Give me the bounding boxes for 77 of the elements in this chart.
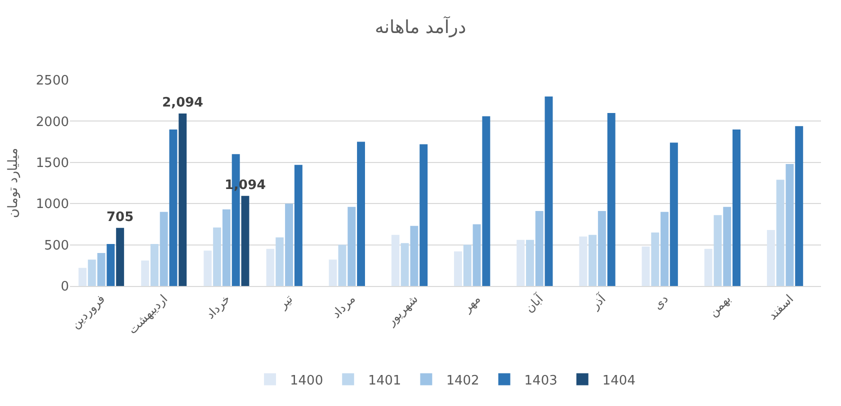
bar [391,234,400,286]
y-tick-label: 1500 [36,156,69,171]
bar [204,250,212,286]
bar [106,244,115,286]
bar [795,126,804,286]
bar [78,268,87,286]
bar [88,260,96,286]
bar [241,196,250,286]
bar [472,224,481,286]
x-tick-label: فروردین [68,292,108,332]
bar [786,164,794,286]
bar [285,204,294,286]
bar [454,251,462,286]
bar [266,248,274,286]
bar [588,234,597,286]
legend-label: 1403 [524,373,558,388]
data-label: 2,094 [162,95,204,110]
bar [526,240,534,286]
legend-label: 1404 [602,373,636,388]
bar [714,215,722,286]
bar [776,180,784,286]
bar [607,112,616,286]
bar [222,209,230,286]
bar [660,212,669,286]
x-tick-label: بهمن [706,292,734,320]
bar [213,228,222,286]
y-tick-label: 2000 [36,114,69,130]
bar [651,232,660,286]
bar [410,226,418,286]
bar [535,211,544,286]
x-tick-label: مهر [459,292,484,316]
x-tick-label: دی [650,292,671,312]
bar [732,129,740,286]
x-tick-label: آذر [586,290,609,313]
bar [516,240,525,286]
bar [723,206,732,286]
bar [544,96,553,286]
y-tick-label: 2500 [36,74,69,89]
data-label: 705 [106,210,134,225]
x-tick-label: اردیبهشت [125,292,170,337]
bar [463,244,472,286]
x-tick-label: خرداد [203,292,233,322]
bar [670,142,678,286]
y-tick-label: 1000 [36,197,69,212]
bar [348,206,356,286]
bar [169,129,178,286]
bar [178,113,187,286]
legend-label: 1400 [290,373,324,388]
y-tick-label: 0 [60,280,69,295]
x-tick-label: شهریور [383,292,421,330]
bar [704,248,712,286]
bar [357,142,365,286]
y-tick-label: 500 [44,238,69,254]
bar [116,228,124,286]
legend-label: 1401 [368,373,402,388]
bar [482,116,490,286]
chart-title: درآمد ماهانه [374,16,466,38]
bar [160,212,168,286]
bar [766,230,775,286]
bar [276,237,284,286]
bar [642,246,650,286]
bar [97,253,106,286]
bar [150,244,158,286]
x-tick-label: تیر [275,292,296,312]
x-tick-label: اسفند [765,292,796,323]
bar [400,243,409,286]
bar [598,211,606,286]
y-axis-title: میلیارد تومان [6,148,21,218]
bar [328,260,337,286]
bar [579,236,588,286]
legend-label: 1402 [446,373,480,388]
bar [420,144,428,286]
x-tick-label: آبان [522,290,546,316]
x-tick-label: مرداد [328,292,358,321]
bar [294,164,302,286]
bar [338,244,346,286]
bar [141,260,150,286]
